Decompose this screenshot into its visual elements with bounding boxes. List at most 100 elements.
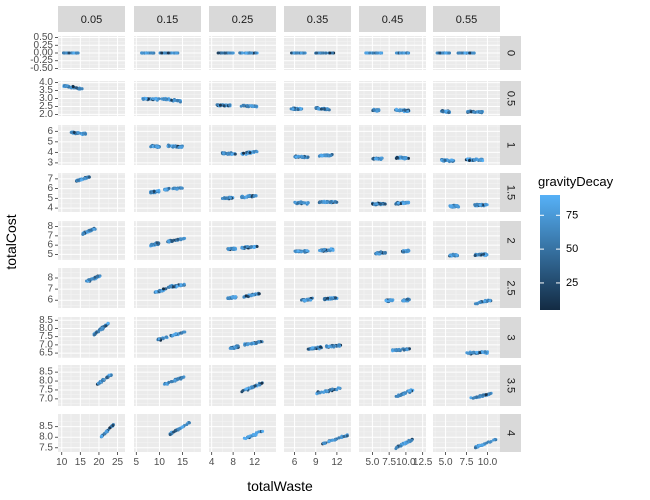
data-point [162, 97, 165, 101]
y-tick-label: 7.5 [39, 442, 53, 453]
y-tick-label: 6 [47, 126, 53, 137]
y-axis-title: totalCost [3, 214, 19, 269]
data-point [449, 204, 453, 208]
data-point [323, 441, 327, 445]
data-point [84, 132, 87, 136]
x-tick-label: 25 [112, 457, 124, 468]
data-point [67, 51, 71, 55]
data-point [255, 431, 259, 435]
data-point [105, 429, 109, 433]
data-point [470, 51, 474, 55]
data-point [181, 283, 185, 287]
data-point [222, 104, 226, 108]
x-tick-label: 12.5 [413, 457, 433, 468]
data-point [322, 200, 326, 204]
x-tick-label: 10 [154, 457, 166, 468]
facet-panel [433, 81, 500, 116]
data-point [441, 110, 445, 114]
data-point [149, 51, 153, 55]
facet-panel [209, 81, 276, 116]
panel-background [209, 173, 276, 212]
facet-panel [58, 414, 125, 452]
row-strip-label: 2.5 [505, 280, 517, 295]
data-point [187, 421, 191, 425]
data-point [93, 275, 97, 279]
x-tick-label: 5.0 [439, 457, 453, 468]
data-point [404, 156, 408, 160]
data-point [244, 294, 248, 298]
row-strip-label: 3.5 [505, 378, 517, 393]
data-point [163, 188, 167, 192]
data-point [319, 153, 323, 157]
data-point [180, 375, 184, 379]
y-tick-label: 8.0 [39, 323, 53, 334]
facet-panel [359, 317, 426, 358]
panel-background [284, 173, 351, 212]
data-point [492, 438, 496, 442]
data-point [149, 243, 153, 247]
facet-panel [359, 221, 426, 260]
data-point [173, 145, 177, 149]
data-point [258, 383, 262, 387]
data-point [482, 252, 486, 256]
data-point [183, 330, 187, 334]
x-tick-label: 8 [230, 457, 236, 468]
data-point [396, 395, 400, 398]
y-tick-label: 6 [47, 240, 53, 251]
data-point [375, 251, 379, 255]
facet-panels [58, 36, 500, 452]
data-point [242, 295, 246, 299]
y-tick-label: 4 [47, 203, 53, 214]
data-point [157, 337, 161, 341]
col-strip-label: 0.05 [81, 14, 102, 26]
row-strip-label: 4 [505, 430, 517, 436]
data-point [228, 51, 232, 55]
y-tick-label: 2.5 [39, 101, 53, 112]
data-point [160, 51, 164, 55]
data-point [80, 87, 84, 91]
y-axes: -0.50-0.250.000.250.502.02.53.03.54.0345… [30, 32, 58, 453]
facet-panel [359, 414, 426, 452]
data-point [371, 51, 375, 55]
data-point [402, 51, 406, 55]
data-point [401, 202, 405, 206]
y-tick-label: 6 [47, 295, 53, 306]
data-point [448, 51, 451, 55]
data-point [479, 158, 483, 162]
panel-background [134, 173, 201, 212]
data-point [342, 435, 346, 438]
panel-background [58, 268, 125, 308]
data-point [376, 51, 380, 55]
data-point [176, 377, 180, 381]
data-point [329, 154, 333, 158]
data-point [303, 201, 307, 205]
legend-tick-label: 75 [566, 209, 578, 221]
data-point [398, 393, 402, 397]
data-point [331, 438, 335, 442]
x-tick-label: 10.0 [396, 457, 416, 468]
facet-panel [134, 125, 201, 165]
facet-panel [58, 125, 125, 165]
x-tick-label: 12 [331, 457, 343, 468]
facet-panel [284, 414, 351, 452]
facet-panel [209, 317, 276, 358]
data-point [394, 349, 398, 352]
x-tick-label: 7.5 [460, 457, 474, 468]
x-tick-label: 10.0 [478, 457, 498, 468]
data-point [85, 230, 89, 234]
col-strip-label: 0.35 [307, 14, 328, 26]
data-point [174, 51, 178, 55]
data-point [375, 109, 379, 113]
data-point [323, 107, 327, 111]
data-point [400, 155, 404, 159]
col-strip-label: 0.55 [456, 14, 477, 26]
y-tick-label: 7.0 [39, 393, 53, 404]
data-point [455, 204, 459, 207]
data-point [297, 154, 301, 158]
data-point [387, 299, 391, 303]
data-point [241, 51, 245, 55]
facet-panel [359, 36, 426, 70]
data-point [221, 151, 225, 155]
y-tick-label: 7 [47, 284, 53, 295]
data-point [324, 51, 328, 55]
